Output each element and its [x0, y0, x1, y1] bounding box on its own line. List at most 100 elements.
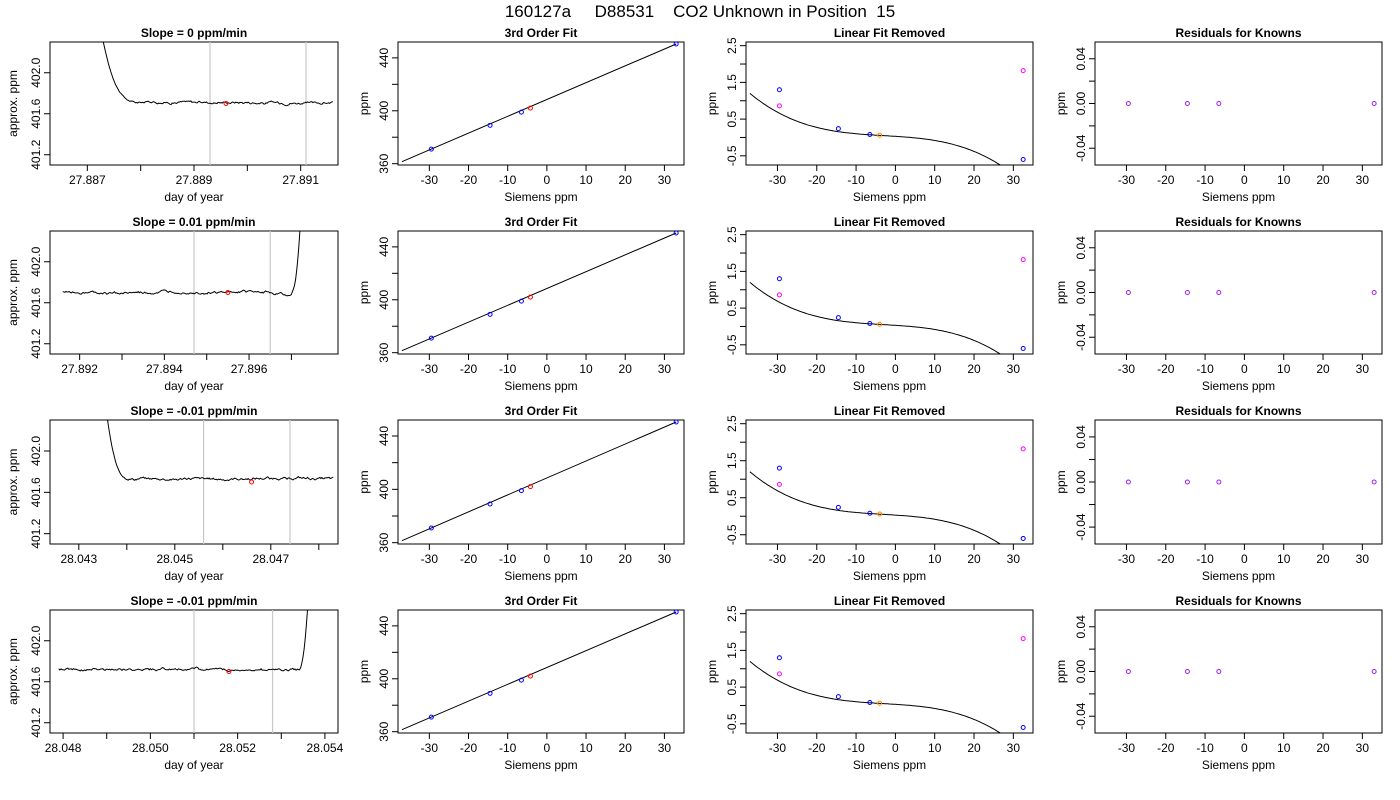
x-tick-label: -10 [847, 173, 865, 187]
known-point [487, 501, 493, 507]
x-tick-label: -20 [808, 741, 826, 755]
magenta-point [776, 292, 782, 298]
average-marker [249, 479, 255, 485]
plot-data [1125, 669, 1377, 674]
y-axis-label: ppm [705, 92, 719, 115]
unknown-point [527, 484, 533, 490]
y-tick-label: -0.5 [725, 145, 739, 166]
x-tick-label: 28.052 [219, 741, 256, 755]
plot-data [401, 42, 679, 163]
x-axis-label: Siemens ppm [504, 379, 577, 393]
known-point [487, 311, 493, 317]
x-tick-label: -20 [808, 173, 826, 187]
plot-frame [1094, 230, 1383, 355]
x-tick-label: 28.045 [156, 552, 193, 566]
x-axis-label: day of year [164, 190, 223, 204]
panel-residuals-row2: Residuals for Knowns -30 -20 -10 0 10 20 30 -0.0… [1054, 215, 1383, 393]
x-tick-label: 0 [1241, 741, 1248, 755]
plot-data [58, 610, 308, 733]
x-tick-label: 30 [1007, 741, 1021, 755]
known-point [776, 276, 782, 282]
x-tick-label: -10 [1196, 173, 1214, 187]
plot-data [1125, 290, 1377, 295]
x-tick-label: 27.896 [231, 362, 268, 376]
x-tick-label: 30 [1356, 173, 1370, 187]
panel-residuals-row3: Residuals for Knowns -30 -20 -10 0 10 20 30 -0.0… [1054, 404, 1383, 583]
x-tick-label: 30 [1356, 552, 1370, 566]
plot-data [749, 257, 1026, 354]
x-tick-label: 0 [1241, 552, 1248, 566]
x-tick-label: -20 [1157, 552, 1175, 566]
residual-point [1371, 101, 1377, 106]
x-axis-label: day of year [164, 758, 223, 772]
y-tick-label: 402.0 [29, 57, 43, 87]
y-tick-label: 2.5 [725, 605, 739, 622]
x-tick-label: 20 [619, 173, 633, 187]
x-tick-label: 0 [892, 741, 899, 755]
x-tick-label: 10 [928, 362, 942, 376]
known-point [835, 694, 841, 700]
panel-title: 3rd Order Fit [505, 215, 578, 229]
plot-frame [49, 419, 339, 545]
panel-timeseries-row3: Slope = -0.01 ppm/min 28.043 28.045 28.047 4… [6, 404, 339, 583]
plot-data [401, 420, 679, 542]
y-tick-label: 0.04 [1074, 615, 1088, 639]
y-tick-label: 400 [377, 479, 391, 499]
x-tick-label: -20 [460, 552, 478, 566]
y-tick-label: 0.04 [1074, 236, 1088, 260]
y-tick-label: 0.00 [1074, 280, 1088, 304]
x-tick-label: 0 [892, 552, 899, 566]
x-tick-label: 20 [1316, 362, 1330, 376]
panel-title: 3rd Order Fit [505, 26, 578, 40]
x-axis-label: Siemens ppm [1202, 379, 1275, 393]
y-tick-label: 0.5 [725, 299, 739, 316]
plot-frame [745, 419, 1034, 545]
residual-point [1184, 479, 1190, 485]
y-tick-label: 360 [377, 721, 391, 741]
plot-frame [397, 419, 685, 545]
y-tick-label: 0.5 [725, 489, 739, 506]
y-axis-label: ppm [357, 470, 371, 493]
panel-linear_removed-row1: Linear Fit Removed -30 -20 -10 0 10 20 30 -0.5 0.… [705, 26, 1034, 204]
x-tick-label: 10 [928, 741, 942, 755]
fit-line [401, 43, 677, 163]
known-point [673, 610, 679, 615]
panel-linear_removed-row2: Linear Fit Removed -30 -20 -10 0 10 20 30 -0.5 0.… [705, 215, 1034, 393]
plot-frame [1094, 41, 1383, 166]
x-tick-label: 20 [967, 741, 981, 755]
panel-title: Residuals for Knowns [1175, 594, 1301, 608]
unknown-point [527, 673, 533, 679]
x-tick-label: 0 [1241, 362, 1248, 376]
x-axis-label: Siemens ppm [853, 190, 926, 204]
y-tick-label: 1.5 [725, 642, 739, 659]
plot-data [749, 446, 1026, 544]
magenta-point [776, 103, 782, 109]
y-axis-label: approx. ppm [6, 259, 20, 326]
known-point [1020, 345, 1026, 351]
known-point [776, 87, 782, 93]
residual-point [1125, 101, 1131, 106]
panel-residuals-row1: Residuals for Knowns -30 -20 -10 0 10 20 30 -0.0… [1054, 26, 1383, 204]
x-tick-label: -20 [1157, 362, 1175, 376]
x-tick-label: 27.891 [282, 173, 319, 187]
y-tick-label: 0.04 [1074, 47, 1088, 71]
known-point [487, 690, 493, 696]
average-marker [226, 669, 232, 674]
y-axis-label: ppm [705, 660, 719, 683]
x-tick-label: 0 [544, 552, 551, 566]
known-point [776, 465, 782, 471]
x-axis-label: Siemens ppm [853, 379, 926, 393]
concentration-trace [62, 231, 301, 297]
known-point [867, 700, 873, 706]
x-tick-label: 0 [892, 173, 899, 187]
panel-title: Slope = 0 ppm/min [141, 26, 247, 40]
x-axis-label: day of year [164, 379, 223, 393]
y-tick-label: 0.5 [725, 678, 739, 695]
x-tick-label: 10 [579, 741, 593, 755]
y-tick-label: 400 [377, 289, 391, 309]
x-tick-label: 0 [544, 741, 551, 755]
x-tick-label: -20 [1157, 741, 1175, 755]
x-tick-label: 10 [579, 362, 593, 376]
y-tick-label: 1.5 [725, 452, 739, 469]
